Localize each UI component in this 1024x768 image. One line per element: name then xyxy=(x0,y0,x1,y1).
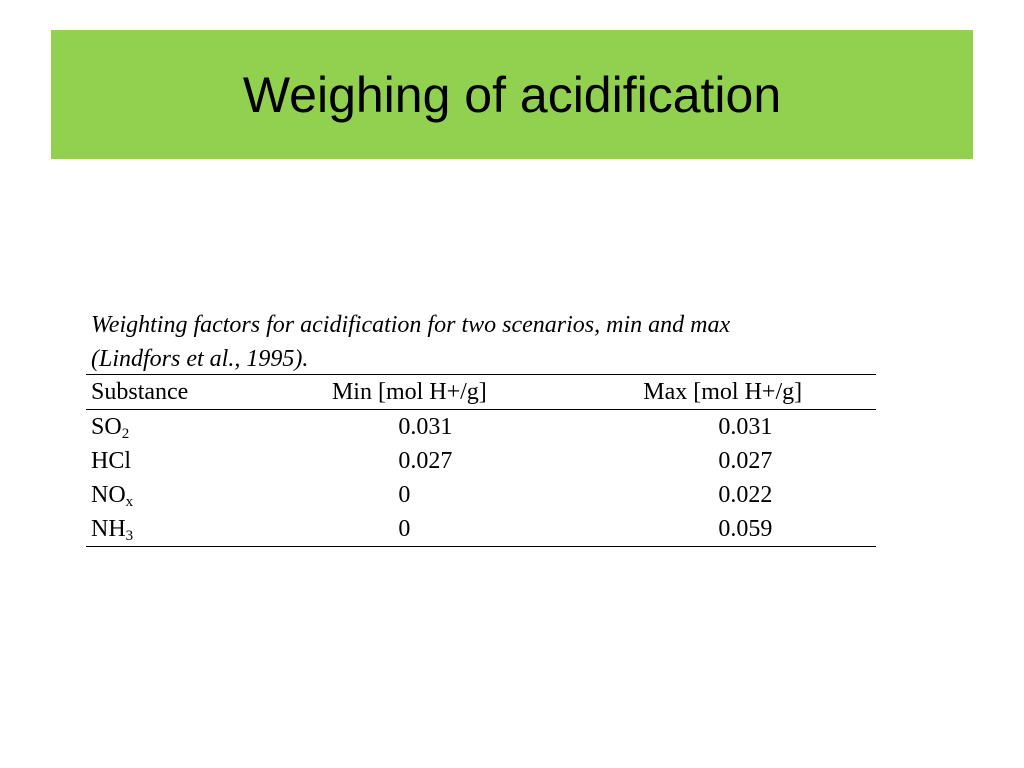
header-substance: Substance xyxy=(91,379,189,405)
table-row: NH3 0 0.059 xyxy=(86,512,876,547)
max-value: 0.022 xyxy=(718,482,773,508)
table-row: HCl 0.027 0.027 xyxy=(86,444,876,478)
table-header-row: Substance Min [mol H+/g] Max [mol H+/g] xyxy=(86,374,876,410)
table-header: Substance Min [mol H+/g] Max [mol H+/g] xyxy=(86,374,876,410)
weighting-factors-table: Substance Min [mol H+/g] Max [mol H+/g] … xyxy=(86,374,876,547)
substance-subscript: 3 xyxy=(125,528,134,544)
table-caption: Weighting factors for acidification for … xyxy=(91,308,891,376)
max-value: 0.031 xyxy=(718,414,773,440)
table-body: SO2 0.031 0.031 HCl 0.027 0.027 NOx 0 0.… xyxy=(86,410,876,547)
substance-name: SO xyxy=(91,414,122,440)
substance-subscript: x xyxy=(125,494,134,510)
title-bar: Weighing of acidification xyxy=(51,30,973,159)
substance-subscript: 2 xyxy=(121,426,130,442)
min-value: 0 xyxy=(398,482,411,508)
table-row: NOx 0 0.022 xyxy=(86,478,876,512)
substance-name: NH xyxy=(91,516,126,542)
max-value: 0.059 xyxy=(718,516,773,542)
min-value: 0 xyxy=(398,516,411,542)
header-min: Min [mol H+/g] xyxy=(331,379,487,405)
substance-cell: NH3 xyxy=(86,512,249,547)
substance-cell: NOx xyxy=(86,478,249,512)
min-value: 0.031 xyxy=(398,414,453,440)
substance-cell: SO2 xyxy=(86,410,249,445)
min-value: 0.027 xyxy=(398,448,453,474)
header-max: Max [mol H+/g] xyxy=(643,379,803,405)
substance-name: HCl xyxy=(91,448,132,474)
slide-title: Weighing of acidification xyxy=(242,66,782,123)
max-value: 0.027 xyxy=(718,448,773,474)
substance-name: NO xyxy=(91,482,126,508)
table-caption-line-2: (Lindfors et al., 1995). xyxy=(91,346,309,372)
table-row: SO2 0.031 0.031 xyxy=(86,410,876,445)
substance-cell: HCl xyxy=(86,444,249,478)
table-caption-line-1: Weighting factors for acidification for … xyxy=(91,312,731,338)
